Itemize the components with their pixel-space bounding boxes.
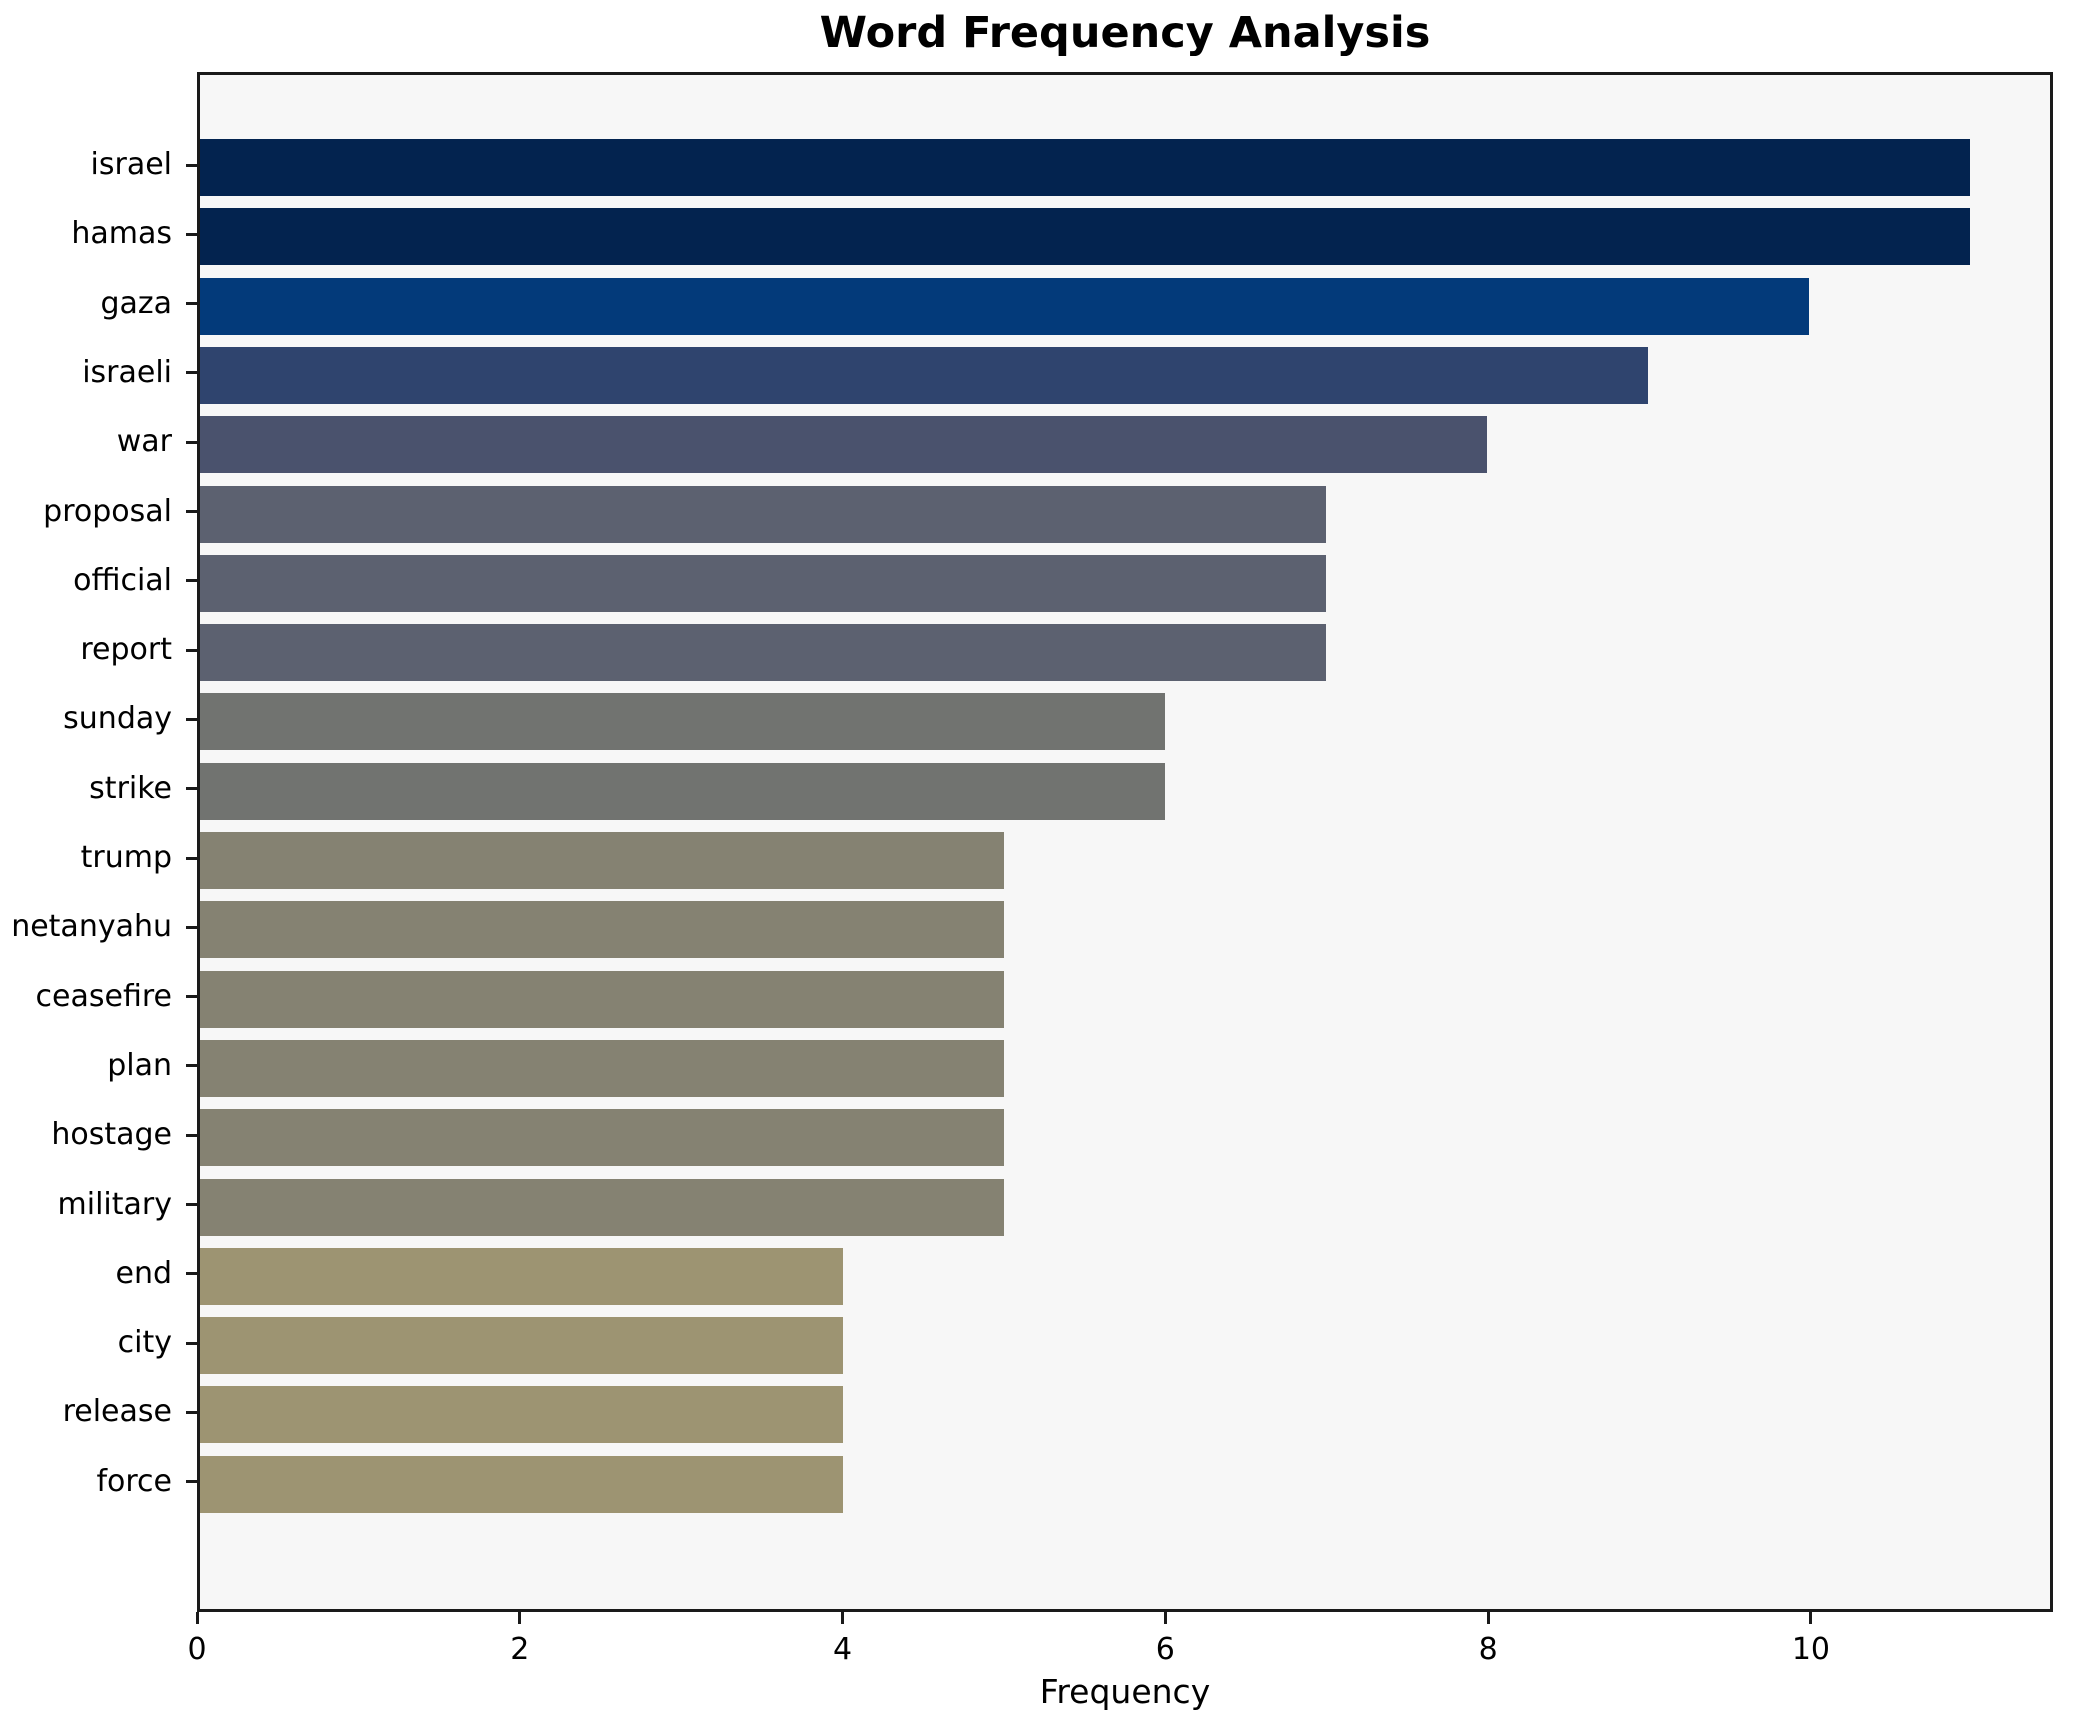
y-tick-label-ceasefire: ceasefire (35, 978, 172, 1014)
y-tick-mark (186, 440, 197, 444)
x-tick-mark (518, 1612, 522, 1624)
x-tick-mark (1486, 1612, 1490, 1624)
y-tick-label-israeli: israeli (82, 354, 172, 390)
bar-hamas (200, 208, 1970, 266)
x-tick-mark (1163, 1612, 1167, 1624)
bar-proposal (200, 485, 1327, 543)
bar-netanyahu (200, 901, 1005, 959)
x-tick-label-10: 10 (1791, 1632, 1830, 1667)
y-tick-mark (186, 1203, 197, 1206)
bar-trump (200, 832, 1005, 889)
x-axis-label: Frequency (1039, 1672, 1211, 1711)
y-tick-mark (186, 1341, 197, 1345)
bar-city (200, 1317, 844, 1375)
y-tick-mark (186, 1064, 197, 1068)
y-tick-label-war: war (116, 424, 172, 460)
y-tick-label-netanyahu: netanyahu (11, 909, 172, 945)
x-tick-label-8: 8 (1478, 1632, 1498, 1667)
y-tick-mark (186, 648, 197, 652)
y-tick-mark (186, 787, 197, 791)
y-tick-mark (186, 579, 197, 583)
x-tick-label-4: 4 (833, 1632, 853, 1667)
bar-release (200, 1386, 844, 1444)
y-tick-mark (186, 856, 197, 860)
y-tick-mark (186, 1272, 197, 1276)
x-tick-mark (195, 1612, 199, 1624)
y-tick-mark (186, 1410, 197, 1414)
bar-end (200, 1247, 844, 1305)
y-tick-label-strike: strike (89, 770, 172, 806)
y-tick-label-plan: plan (107, 1047, 172, 1083)
bar-report (200, 624, 1327, 682)
x-tick-label-6: 6 (1155, 1632, 1175, 1667)
x-tick-label-2: 2 (510, 1632, 530, 1667)
y-tick-mark (186, 995, 197, 999)
x-tick-mark (841, 1612, 845, 1624)
chart-title: Word Frequency Analysis (819, 8, 1431, 58)
y-tick-mark (186, 925, 197, 929)
x-tick-mark (1809, 1612, 1813, 1624)
y-tick-label-proposal: proposal (43, 493, 172, 529)
x-tick-label-0: 0 (187, 1632, 207, 1667)
bar-sunday (200, 693, 1166, 751)
plot-area (197, 72, 2053, 1612)
y-tick-mark (186, 163, 197, 167)
bar-military (200, 1178, 1005, 1236)
y-tick-label-hamas: hamas (71, 216, 172, 252)
y-tick-mark (186, 717, 197, 721)
bar-war (200, 416, 1487, 474)
y-tick-label-release: release (62, 1394, 172, 1430)
y-tick-mark (186, 371, 197, 375)
bar-gaza (200, 277, 1809, 335)
y-tick-label-gaza: gaza (100, 285, 172, 321)
y-tick-label-sunday: sunday (63, 701, 172, 737)
y-tick-mark (186, 510, 197, 513)
y-tick-label-end: end (115, 1255, 172, 1291)
y-tick-label-military: military (57, 1186, 172, 1222)
bar-hostage (200, 1109, 1005, 1167)
y-tick-label-trump: trump (80, 840, 172, 875)
y-tick-label-force: force (96, 1463, 172, 1499)
y-tick-label-report: report (80, 632, 172, 668)
y-tick-mark (186, 1133, 197, 1137)
y-tick-mark (186, 302, 197, 306)
y-tick-label-israel: israel (90, 147, 172, 182)
bar-official (200, 554, 1327, 612)
y-tick-mark (186, 1480, 197, 1484)
bar-strike (200, 762, 1166, 820)
bar-plan (200, 1039, 1005, 1097)
bar-israeli (200, 346, 1648, 404)
bar-israel (200, 139, 1970, 196)
bar-ceasefire (200, 970, 1005, 1028)
y-tick-label-city: city (117, 1325, 172, 1361)
y-tick-label-official: official (73, 562, 172, 598)
y-tick-mark (186, 232, 197, 236)
bar-force (200, 1455, 844, 1513)
y-tick-label-hostage: hostage (51, 1117, 172, 1153)
